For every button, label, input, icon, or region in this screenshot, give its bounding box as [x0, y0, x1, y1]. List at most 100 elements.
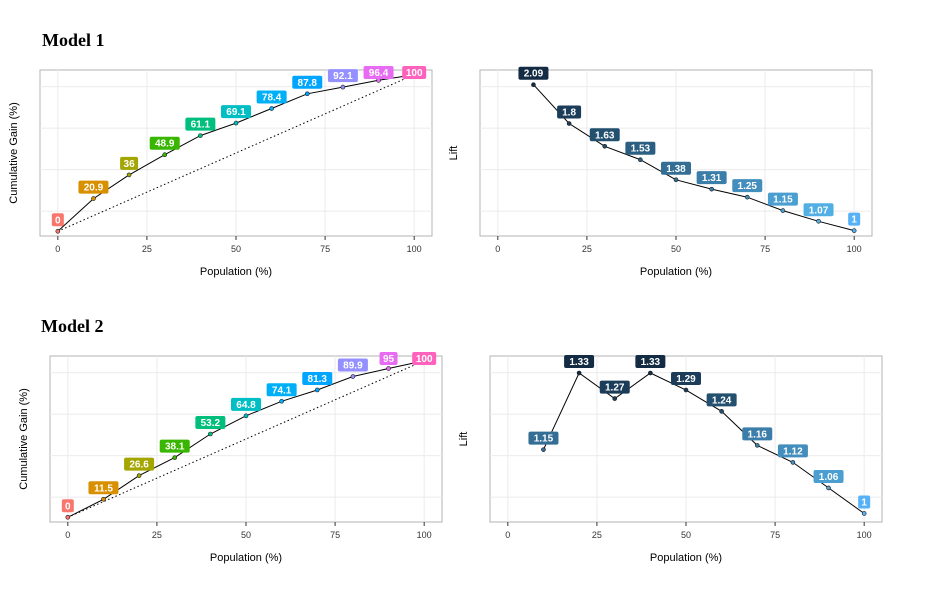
data-label-box: [195, 415, 226, 429]
data-label-box: [528, 431, 559, 445]
data-label: 1: [851, 215, 857, 226]
model-2-cumulative-gain-chart: 0 25 50 75 100 Population (%) Cumulative Gain …: [18, 352, 443, 564]
data-point: [101, 496, 106, 502]
data-label-box: [256, 90, 287, 104]
data-label-box: [124, 457, 155, 471]
data-label-box: [635, 355, 666, 369]
x-tick-label: 100: [417, 530, 432, 540]
data-point: [826, 485, 831, 491]
data-label: 78.4: [262, 93, 282, 104]
y-axis-title: Lift: [448, 146, 460, 161]
model-2-title: Model 2: [41, 316, 104, 336]
x-tick-label: 50: [241, 530, 251, 540]
data-label: 87.8: [298, 78, 318, 89]
data-point: [269, 106, 274, 111]
data-label-box: [185, 117, 216, 131]
x-tick-label: 25: [152, 530, 162, 540]
data-label: 100: [406, 68, 423, 79]
data-label-box: [221, 105, 251, 119]
data-point: [612, 396, 618, 401]
data-label: 26.6: [129, 460, 149, 471]
data-point: [851, 228, 857, 233]
data-point: [531, 82, 536, 88]
data-label: 1.31: [702, 173, 722, 184]
data-label-box: [149, 136, 180, 150]
data-label-box: [858, 495, 871, 509]
data-label: 20.9: [84, 183, 104, 194]
data-label: 53.2: [201, 418, 221, 429]
data-label-box: [379, 352, 398, 365]
data-label: 38.1: [165, 442, 185, 453]
data-point: [648, 370, 653, 376]
data-point: [55, 229, 61, 234]
data-label: 1.27: [605, 383, 625, 394]
data-point: [65, 515, 71, 520]
data-label: 1.15: [773, 195, 793, 206]
x-tick-label: 75: [760, 244, 770, 254]
series-line: [543, 372, 865, 514]
data-label-box: [78, 180, 109, 194]
data-label: 1.24: [712, 395, 732, 406]
data-point: [208, 431, 213, 437]
data-label: 81.3: [308, 374, 328, 385]
data-label: 48.9: [155, 139, 175, 150]
data-label-box: [159, 439, 190, 453]
data-label-box: [696, 171, 727, 185]
data-label-box: [266, 383, 297, 397]
data-label-box: [564, 355, 595, 369]
data-label: 69.1: [226, 107, 246, 118]
data-label-box: [777, 444, 808, 458]
series-line: [533, 84, 855, 232]
data-label: 1.53: [631, 144, 651, 155]
data-label: 1: [861, 497, 867, 508]
data-label: 2.09: [524, 69, 544, 80]
data-point: [638, 157, 643, 162]
data-label: 11.5: [94, 483, 113, 494]
x-axis-title: Population (%): [650, 552, 722, 564]
data-label: 0: [55, 215, 61, 226]
data-label: 1.15: [534, 434, 554, 445]
data-label: 95: [383, 354, 395, 365]
data-label-box: [412, 352, 437, 365]
model-1-title: Model 1: [42, 30, 105, 50]
data-point: [304, 91, 310, 97]
data-label: 89.9: [343, 361, 363, 372]
data-label-box: [599, 380, 630, 394]
data-label-box: [848, 212, 861, 226]
y-axis-title: Lift: [458, 432, 470, 447]
data-label-box: [88, 481, 119, 495]
x-tick-label: 25: [592, 530, 602, 540]
data-point: [709, 186, 714, 192]
data-point: [566, 121, 572, 126]
x-tick-label: 75: [770, 530, 780, 540]
data-label: 1.07: [809, 205, 829, 216]
data-label-box: [327, 69, 358, 83]
data-label: 74.1: [272, 385, 292, 396]
data-label-box: [120, 156, 139, 170]
data-label-box: [671, 372, 701, 386]
data-label-box: [813, 469, 844, 483]
y-axis-title: Cumulative Gain (%): [18, 388, 30, 489]
data-label-box: [231, 397, 261, 411]
data-point: [790, 460, 796, 465]
data-label-box: [337, 358, 368, 372]
data-point: [126, 172, 132, 178]
data-label: 61.1: [191, 120, 211, 131]
data-label-box: [292, 75, 323, 89]
data-point: [744, 194, 750, 200]
data-point: [816, 218, 821, 224]
baseline-reference-line: [57, 74, 415, 232]
x-tick-label: 100: [857, 530, 872, 540]
data-point: [136, 473, 142, 478]
x-axis-title: Population (%): [200, 266, 272, 278]
x-tick-label: 25: [142, 244, 152, 254]
data-label-box: [363, 66, 394, 79]
data-label: 0: [65, 501, 71, 512]
data-label-box: [732, 179, 763, 193]
data-label: 100: [416, 354, 433, 365]
data-label-box: [589, 128, 620, 142]
x-tick-label: 75: [320, 244, 330, 254]
data-label: 1.8: [562, 108, 576, 119]
x-tick-label: 0: [55, 244, 60, 254]
data-label-box: [706, 393, 737, 407]
